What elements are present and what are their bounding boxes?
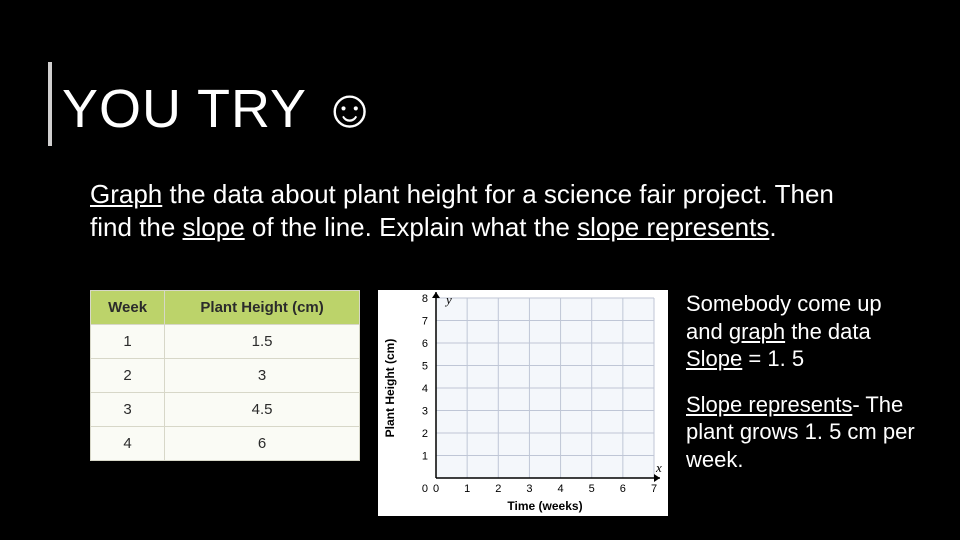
- answer-line1-underlined: graph: [729, 319, 785, 344]
- table-header-week: Week: [91, 291, 165, 325]
- table-cell: 1: [91, 325, 165, 359]
- svg-text:0: 0: [422, 483, 428, 495]
- instruction-text: Graph the data about plant height for a …: [90, 178, 880, 243]
- svg-text:x: x: [655, 460, 662, 475]
- page-title: YOU TRY ☺: [62, 78, 378, 140]
- svg-text:1: 1: [464, 483, 470, 495]
- answer-line1-b: the data: [785, 319, 871, 344]
- table-cell: 6: [165, 427, 360, 461]
- table-cell: 1.5: [165, 325, 360, 359]
- instruction-word-graph: Graph: [90, 179, 162, 209]
- grid-chart: 0 1 2 3 4 5 6 7 1 2 3 4 5 6 7 8 0 y x Time (weeks) Plant Hei…: [378, 290, 668, 516]
- svg-text:6: 6: [620, 483, 626, 495]
- svg-text:3: 3: [422, 406, 428, 418]
- svg-text:Plant Height (cm): Plant Height (cm): [383, 339, 397, 438]
- svg-text:0: 0: [433, 483, 439, 495]
- content-row: Week Plant Height (cm) 11.52334.546 0123…: [90, 290, 916, 516]
- svg-text:8: 8: [422, 293, 428, 305]
- svg-text:5: 5: [422, 361, 428, 373]
- instruction-word-slope: slope: [183, 212, 245, 242]
- table-cell: 4.5: [165, 393, 360, 427]
- svg-text:y: y: [444, 292, 452, 307]
- table-row: 34.5: [91, 393, 360, 427]
- table-header-height: Plant Height (cm): [165, 291, 360, 325]
- answer-represents-label: Slope represents: [686, 392, 852, 417]
- svg-text:7: 7: [422, 316, 428, 328]
- table-row: 46: [91, 427, 360, 461]
- data-table: Week Plant Height (cm) 11.52334.546: [90, 290, 360, 461]
- svg-text:3: 3: [526, 483, 532, 495]
- answer-slope-label: Slope: [686, 346, 742, 371]
- table-cell: 3: [91, 393, 165, 427]
- title-vertical-rule: [48, 62, 52, 146]
- svg-text:2: 2: [495, 483, 501, 495]
- svg-text:6: 6: [422, 338, 428, 350]
- answer-slope-value: = 1. 5: [742, 346, 804, 371]
- table-cell: 2: [91, 359, 165, 393]
- answer-column: Somebody come up and graph the data Slop…: [686, 290, 916, 473]
- svg-text:4: 4: [558, 483, 564, 495]
- svg-text:4: 4: [422, 383, 428, 395]
- svg-text:7: 7: [651, 483, 657, 495]
- svg-text:2: 2: [422, 428, 428, 440]
- table-cell: 4: [91, 427, 165, 461]
- table-row: 11.5: [91, 325, 360, 359]
- table-row: 23: [91, 359, 360, 393]
- svg-text:5: 5: [589, 483, 595, 495]
- table-cell: 3: [165, 359, 360, 393]
- svg-text:Time (weeks): Time (weeks): [507, 499, 582, 513]
- svg-text:1: 1: [422, 451, 428, 463]
- instruction-word-slope-represents: slope represents: [577, 212, 769, 242]
